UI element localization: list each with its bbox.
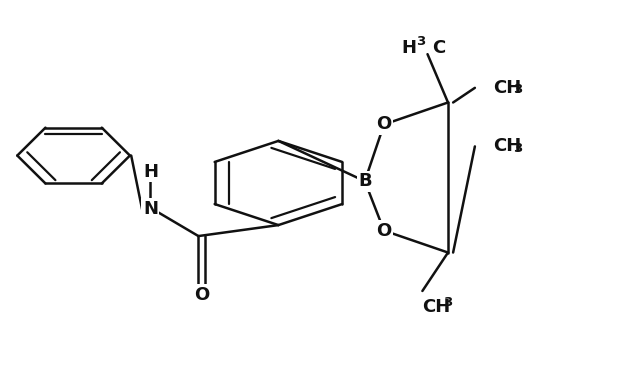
Text: H: H	[401, 38, 416, 57]
Text: N: N	[143, 199, 158, 218]
Text: O: O	[376, 115, 392, 134]
Text: CH: CH	[493, 79, 521, 97]
Text: C: C	[432, 38, 445, 57]
Text: 3: 3	[513, 142, 522, 155]
Text: CH: CH	[422, 298, 451, 316]
Text: B: B	[358, 172, 372, 190]
Text: 3: 3	[416, 34, 425, 48]
Text: 3: 3	[513, 83, 522, 96]
Text: H: H	[143, 163, 158, 181]
Text: CH: CH	[493, 137, 521, 156]
Text: O: O	[194, 285, 209, 304]
Text: O: O	[376, 221, 392, 240]
Text: 3: 3	[443, 296, 452, 310]
